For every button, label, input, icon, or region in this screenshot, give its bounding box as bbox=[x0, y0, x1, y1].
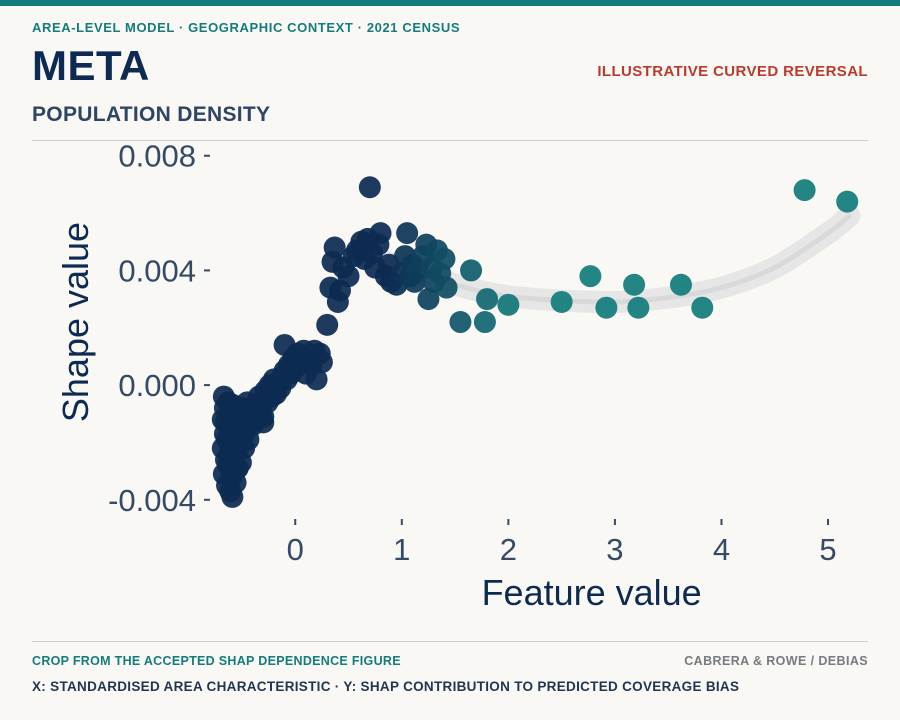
shap-dependence-chart: -0.004 0.000 0.004 0.008 0 1 2 3 4 5 Feature valu… bbox=[55, 142, 861, 613]
data-point bbox=[579, 265, 602, 288]
header-divider bbox=[32, 140, 868, 141]
data-point bbox=[305, 368, 328, 391]
data-point bbox=[310, 351, 333, 374]
y-tick-label: 0.008 bbox=[118, 142, 196, 174]
data-point bbox=[691, 296, 714, 319]
reversal-tag: ILLUSTRATIVE CURVED REVERSAL bbox=[597, 63, 868, 80]
data-point bbox=[793, 179, 816, 202]
data-point bbox=[369, 222, 392, 245]
y-tick-label: -0.004 bbox=[108, 483, 196, 518]
y-tick-label: 0.000 bbox=[118, 368, 196, 403]
accent-bar bbox=[0, 0, 900, 6]
y-tick-label: 0.004 bbox=[118, 253, 196, 288]
axis-caption: X: STANDARDISED AREA CHARACTERISTIC · Y:… bbox=[32, 679, 740, 694]
data-point bbox=[460, 259, 483, 282]
data-point bbox=[358, 176, 381, 199]
page-title: META bbox=[32, 42, 150, 89]
data-point bbox=[433, 247, 456, 270]
points-layer bbox=[211, 176, 859, 508]
figure-credit: CABRERA & ROWE / DEBIAS bbox=[684, 654, 868, 668]
data-point bbox=[273, 333, 296, 356]
y-axis-label: Shape value bbox=[55, 222, 96, 422]
x-tick-label: 3 bbox=[606, 532, 623, 567]
data-point bbox=[417, 288, 440, 311]
data-point bbox=[252, 405, 275, 428]
data-point bbox=[396, 222, 419, 245]
data-point bbox=[316, 313, 339, 336]
data-point bbox=[435, 276, 458, 299]
data-point bbox=[669, 273, 692, 296]
data-point bbox=[595, 296, 618, 319]
data-point bbox=[550, 290, 573, 313]
x-tick-label: 5 bbox=[819, 532, 836, 567]
x-tick-label: 0 bbox=[287, 532, 304, 567]
x-tick-label: 2 bbox=[500, 532, 517, 567]
x-axis-label: Feature value bbox=[482, 572, 702, 613]
data-point bbox=[836, 190, 859, 213]
page-subtitle: POPULATION DENSITY bbox=[32, 103, 271, 126]
kicker: AREA-LEVEL MODEL · GEOGRAPHIC CONTEXT · … bbox=[32, 20, 461, 35]
figure-source: CROP FROM THE ACCEPTED SHAP DEPENDENCE F… bbox=[32, 654, 401, 668]
data-point bbox=[623, 273, 646, 296]
data-point bbox=[337, 265, 360, 288]
footer-divider bbox=[32, 641, 868, 642]
data-point bbox=[497, 293, 520, 316]
x-tick-label: 4 bbox=[713, 532, 730, 567]
x-tick-label: 1 bbox=[393, 532, 410, 567]
data-point bbox=[476, 288, 499, 311]
axes: -0.004 0.000 0.004 0.008 0 1 2 3 4 5 bbox=[108, 142, 837, 567]
data-point bbox=[323, 236, 346, 259]
data-point bbox=[473, 311, 496, 334]
data-point bbox=[627, 296, 650, 319]
data-point bbox=[449, 311, 472, 334]
